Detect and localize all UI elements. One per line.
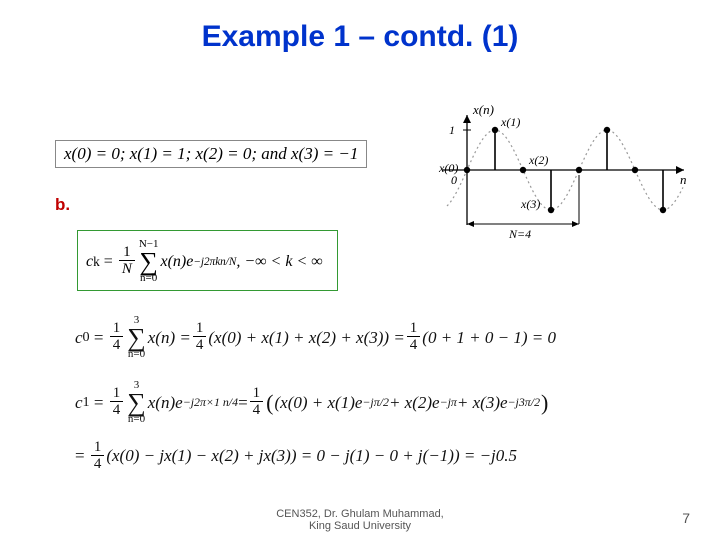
n: 1 bbox=[407, 321, 421, 337]
svg-text:N=4: N=4 bbox=[508, 227, 531, 241]
c0-equation: c0 = 14 3 ∑ n=0 x(n) = 14 (x(0) + x(1) +… bbox=[75, 315, 556, 360]
n: 1 bbox=[110, 386, 124, 402]
ck-lhs: c bbox=[86, 253, 93, 271]
c0-mid2: (x(0) + x(1) + x(2) + x(3)) = bbox=[208, 328, 404, 348]
c0-frac3: 14 bbox=[407, 321, 421, 354]
eq-sign: = bbox=[90, 393, 108, 413]
svg-text:x(0): x(0) bbox=[438, 161, 458, 175]
c1-equation: c1 = 14 3 ∑ n=0 x(n)e−j2π×1 n/4 = 14 ( (… bbox=[75, 380, 549, 425]
c1-sumexp: −j2π×1 n/4 bbox=[183, 395, 238, 410]
svg-text:0: 0 bbox=[451, 173, 457, 187]
e3: −j3π/2 bbox=[508, 395, 540, 410]
d: 4 bbox=[110, 337, 124, 354]
c1-body: x(n)e bbox=[148, 393, 183, 413]
c1b-frac: 14 bbox=[91, 440, 105, 473]
d: 4 bbox=[91, 456, 105, 473]
c0-frac1: 14 bbox=[110, 321, 124, 354]
part-b-label: b. bbox=[55, 195, 70, 215]
c1-lhs-sub: 1 bbox=[83, 394, 90, 411]
c1b-equation: = 14 (x(0) − jx(1) − x(2) + jx(3)) = 0 −… bbox=[75, 440, 517, 473]
d: 4 bbox=[250, 402, 264, 419]
c1-t3: + x(3)e bbox=[457, 393, 508, 413]
svg-text:1: 1 bbox=[449, 123, 455, 137]
n: 1 bbox=[91, 440, 105, 456]
eq-sign: = bbox=[238, 393, 248, 413]
c0-mid1: x(n) = bbox=[148, 328, 191, 348]
c0-lhs-sub: 0 bbox=[83, 329, 90, 346]
slide-title: Example 1 – contd. (1) bbox=[0, 20, 720, 54]
c1b-body: (x(0) − jx(1) − x(2) + jx(3)) = 0 − j(1)… bbox=[106, 446, 517, 466]
paren-close: ) bbox=[540, 390, 549, 416]
c1-t1: (x(0) + x(1)e bbox=[274, 393, 362, 413]
svg-text:x(n): x(n) bbox=[472, 102, 494, 117]
eq-sign: = bbox=[90, 328, 108, 348]
c1-t2: + x(2)e bbox=[389, 393, 440, 413]
c1-sum: 3 ∑ n=0 bbox=[127, 380, 146, 425]
b: n=0 bbox=[127, 414, 146, 425]
sigma-icon: ∑ bbox=[127, 326, 146, 349]
svg-text:x(3): x(3) bbox=[520, 197, 540, 211]
ck-sum: N−1 ∑ n=0 bbox=[139, 239, 159, 284]
signal-plot: x(n) 1 0 n x(0) x(1) x(2) x(3) N=4 bbox=[412, 95, 692, 255]
d: 4 bbox=[110, 402, 124, 419]
c0-frac2: 14 bbox=[193, 321, 207, 354]
ck-range: , −∞ < k < ∞ bbox=[236, 253, 322, 271]
footer-line2: King Saud University bbox=[309, 520, 411, 532]
n: 1 bbox=[193, 321, 207, 337]
eq-sign: = bbox=[100, 253, 117, 271]
svg-text:x(2): x(2) bbox=[528, 153, 548, 167]
footer-line1: CEN352, Dr. Ghulam Muhammad, bbox=[276, 508, 444, 520]
eq-sign: = bbox=[75, 446, 89, 466]
ck-frac-num: 1 bbox=[119, 245, 135, 261]
ck-body: x(n)e bbox=[160, 253, 193, 271]
c1-frac2: 14 bbox=[250, 386, 264, 419]
c0-lhs: c bbox=[75, 328, 83, 348]
ck-sum-bot: n=0 bbox=[139, 273, 159, 284]
d: 4 bbox=[407, 337, 421, 354]
sigma-icon: ∑ bbox=[139, 250, 159, 273]
e2: −jπ bbox=[440, 395, 457, 410]
n: 1 bbox=[110, 321, 124, 337]
svg-text:x(1): x(1) bbox=[500, 115, 520, 129]
sigma-icon: ∑ bbox=[127, 391, 146, 414]
ck-exp: −j2πkn/N bbox=[193, 256, 236, 268]
given-values-box: x(0) = 0; x(1) = 1; x(2) = 0; and x(3) =… bbox=[55, 140, 367, 168]
c1-frac1: 14 bbox=[110, 386, 124, 419]
page-number: 7 bbox=[682, 510, 690, 526]
n: 1 bbox=[250, 386, 264, 402]
d: 4 bbox=[193, 337, 207, 354]
ck-frac: 1 N bbox=[119, 245, 135, 278]
c0-sum: 3 ∑ n=0 bbox=[127, 315, 146, 360]
ck-lhs-sub: k bbox=[93, 254, 100, 270]
paren-open: ( bbox=[265, 390, 274, 416]
c1-lhs: c bbox=[75, 393, 83, 413]
c0-tail: (0 + 1 + 0 − 1) = 0 bbox=[422, 328, 556, 348]
ck-frac-den: N bbox=[119, 261, 135, 278]
footer: CEN352, Dr. Ghulam Muhammad, King Saud U… bbox=[0, 508, 720, 532]
e1: −jπ/2 bbox=[362, 395, 389, 410]
ck-formula-box: ck = 1 N N−1 ∑ n=0 x(n)e−j2πkn/N , −∞ < … bbox=[77, 230, 338, 291]
svg-text:n: n bbox=[680, 172, 687, 187]
given-values-text: x(0) = 0; x(1) = 1; x(2) = 0; and x(3) =… bbox=[64, 144, 358, 163]
b: n=0 bbox=[127, 349, 146, 360]
